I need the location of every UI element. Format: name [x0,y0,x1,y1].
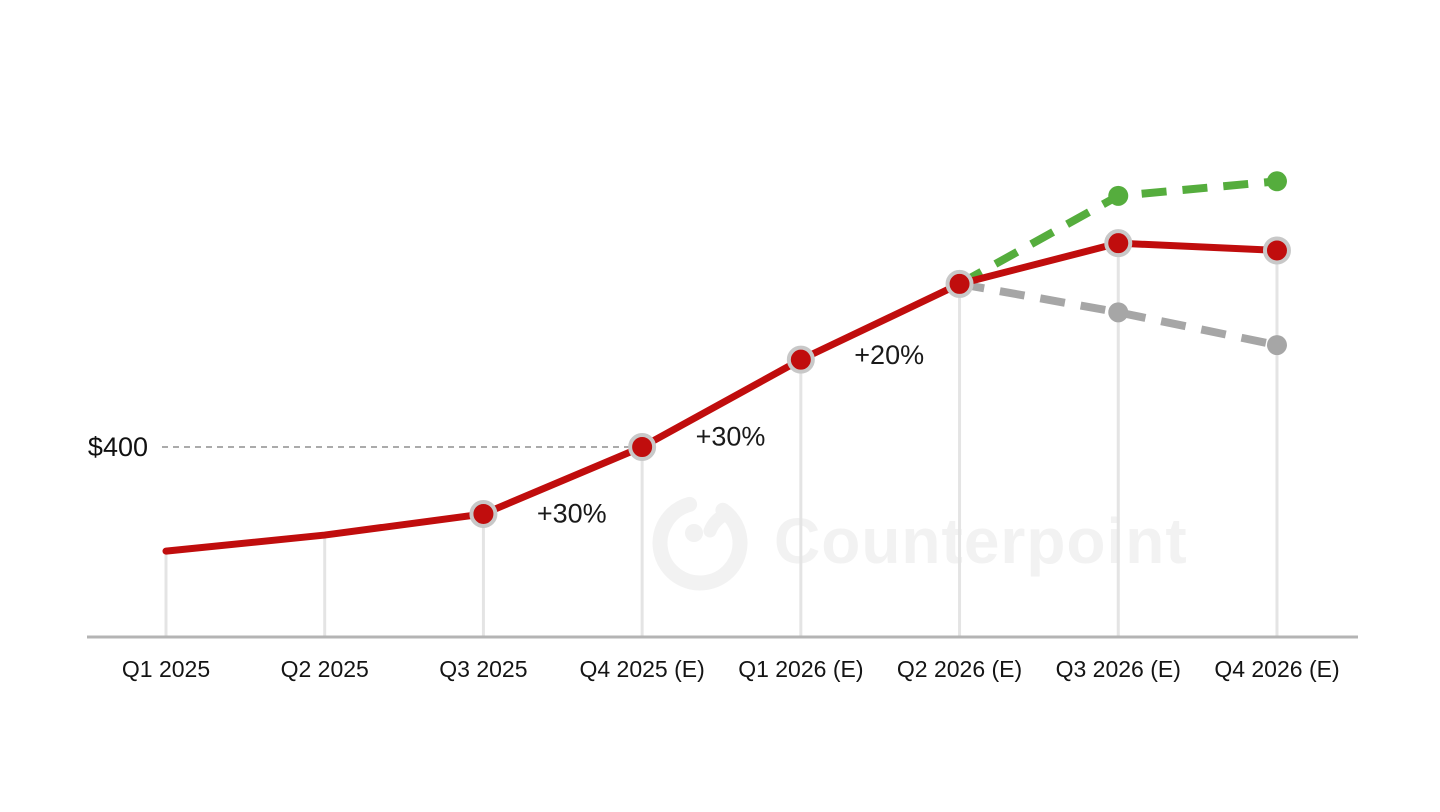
x-axis-label: Q2 2025 [281,656,369,682]
data-point-actual-and-base-forecast [786,345,815,374]
series-line-downside-scenario [958,279,1278,350]
x-axis-label: Q1 2025 [122,656,210,682]
data-point-actual-and-base-forecast [945,269,974,298]
data-point-actual-and-base-forecast [469,499,498,528]
x-axis-label: Q3 2026 (E) [1056,656,1181,682]
x-axis-label: Q1 2026 (E) [738,656,863,682]
data-point-downside-scenario [1266,335,1287,356]
x-axis-label: Q4 2026 (E) [1214,656,1339,682]
growth-annotation: +20% [854,340,924,370]
data-point-upside-scenario [1266,171,1287,192]
data-point-actual-and-base-forecast [1104,229,1133,258]
data-point-actual-and-base-forecast [628,432,657,461]
data-point-upside-scenario [1108,185,1129,206]
x-axis-label: Q3 2025 [439,656,527,682]
series-line-actual-and-base-forecast [162,239,1281,555]
x-axis-label: Q2 2026 (E) [897,656,1022,682]
y-reference-label: $400 [88,432,148,462]
data-point-actual-and-base-forecast [1262,236,1291,265]
growth-annotation: +30% [537,498,607,528]
x-axis-labels-group: Q1 2025 Q2 2025 Q3 2025 Q4 2025 (E) Q1 2026 … [122,656,1340,682]
data-point-downside-scenario [1108,302,1129,323]
x-axis-label: Q4 2025 (E) [579,656,704,682]
annotations-group: +30% +30% +20% [537,340,924,529]
series-markers-group [469,171,1291,528]
growth-annotation: +30% [696,421,766,451]
